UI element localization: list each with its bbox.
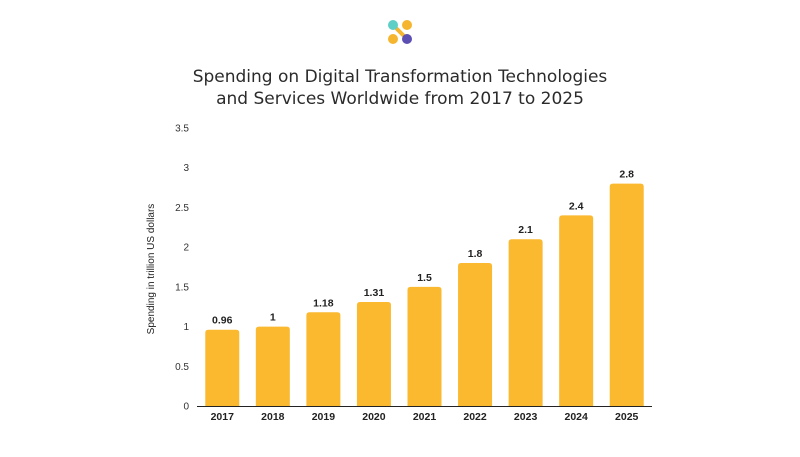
data-label-2021: 1.5	[417, 272, 432, 284]
bar-2019	[306, 312, 341, 406]
bar-2017	[205, 329, 240, 406]
y-tick-label: 1.5	[175, 282, 189, 293]
bar-2022	[458, 263, 493, 406]
y-tick-label: 2	[183, 243, 189, 254]
data-labels: 0.96 1 1.18 1.31 1.5 1.8 2.1 2.4 2.8	[212, 169, 634, 327]
brand-logo-icon	[388, 20, 412, 44]
y-axis-ticks: 0 0.5 1 1.5 2 2.5 3 3.5	[175, 124, 189, 413]
y-tick-label: 0.5	[175, 362, 189, 373]
data-label-2018: 1	[270, 312, 276, 324]
y-tick-label: 2.5	[175, 203, 189, 214]
y-tick-label: 3.5	[175, 124, 189, 135]
x-tick-label-2025: 2025	[615, 411, 639, 423]
x-tick-label-2019: 2019	[312, 411, 336, 423]
y-axis-label: Spending in trillion US dollars	[146, 204, 157, 335]
y-tick-label: 3	[183, 163, 189, 174]
bar-2021	[407, 286, 442, 406]
bar-2025	[609, 183, 644, 406]
x-tick-label-2022: 2022	[463, 411, 487, 423]
bars	[205, 183, 644, 406]
bar-2023	[508, 239, 543, 406]
x-axis-ticks: 2017 2018 2019 2020 2021 2022 2023 2024 2025	[211, 411, 639, 423]
data-label-2022: 1.8	[468, 248, 483, 260]
bar-2024	[559, 215, 594, 406]
x-tick-label-2020: 2020	[362, 411, 386, 423]
x-tick-label-2021: 2021	[413, 411, 437, 423]
data-label-2023: 2.1	[518, 224, 533, 236]
y-tick-label: 1	[183, 322, 189, 333]
x-tick-label-2017: 2017	[211, 411, 235, 423]
data-label-2019: 1.18	[313, 297, 334, 309]
x-tick-label-2023: 2023	[514, 411, 538, 423]
x-tick-label-2018: 2018	[261, 411, 285, 423]
data-label-2017: 0.96	[212, 315, 233, 327]
chart-title: Spending on Digital Transformation Techn…	[0, 66, 800, 110]
y-tick-label: 0	[183, 402, 189, 413]
data-label-2020: 1.31	[364, 287, 385, 299]
bar-2018	[255, 326, 290, 406]
chart-title-line-2: and Services Worldwide from 2017 to 2025	[216, 89, 584, 109]
data-label-2025: 2.8	[619, 169, 634, 181]
chart-title-line-1: Spending on Digital Transformation Techn…	[192, 67, 608, 87]
bar-2020	[356, 301, 391, 406]
data-label-2024: 2.4	[569, 200, 584, 212]
x-tick-label-2024: 2024	[564, 411, 588, 423]
